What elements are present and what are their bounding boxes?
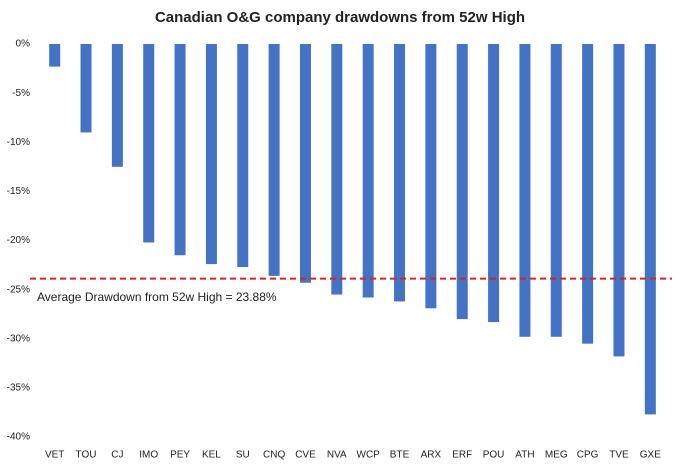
x-tick-label: PEY — [170, 450, 190, 461]
x-tick-label: TVE — [609, 450, 629, 461]
x-tick-label: CJ — [111, 450, 123, 461]
bar — [237, 44, 249, 268]
x-tick-label: CPG — [577, 450, 599, 461]
bar — [488, 44, 500, 323]
x-tick-label: MEG — [545, 450, 568, 461]
y-tick-label: -5% — [12, 88, 30, 99]
bar — [331, 44, 343, 295]
x-tick-label: VET — [45, 450, 64, 461]
bar — [519, 44, 531, 337]
bar — [394, 44, 406, 302]
bar — [362, 44, 374, 298]
bar — [174, 44, 186, 256]
bar — [80, 44, 92, 133]
x-tick-label: IMO — [139, 450, 158, 461]
x-tick-label: CNQ — [263, 450, 285, 461]
x-tick-label: TOU — [76, 450, 97, 461]
y-tick-label: -30% — [7, 333, 30, 344]
bar — [550, 44, 562, 337]
y-tick-label: 0% — [16, 39, 31, 50]
bar — [111, 44, 123, 167]
x-tick-label: GXE — [640, 450, 661, 461]
bar — [644, 44, 656, 415]
y-tick-label: -35% — [7, 383, 30, 394]
bar — [613, 44, 625, 357]
y-tick-label: -40% — [7, 432, 30, 443]
bar — [205, 44, 217, 265]
bar — [299, 44, 311, 283]
x-tick-label: ARX — [421, 450, 442, 461]
x-tick-label: ERF — [452, 450, 472, 461]
x-tick-label: POU — [483, 450, 505, 461]
bar — [582, 44, 594, 344]
y-tick-label: -20% — [7, 235, 30, 246]
x-tick-label: NVA — [327, 450, 347, 461]
chart-title: Canadian O&G company drawdowns from 52w … — [155, 9, 525, 26]
bar — [268, 44, 280, 276]
x-tick-label: BTE — [390, 450, 410, 461]
x-tick-label: ATH — [515, 450, 534, 461]
x-tick-label: CVE — [295, 450, 316, 461]
bar — [425, 44, 437, 309]
y-tick-label: -10% — [7, 137, 30, 148]
x-tick-label: SU — [236, 450, 250, 461]
y-tick-label: -25% — [7, 284, 30, 295]
y-tick-label: -15% — [7, 186, 30, 197]
bar — [49, 44, 61, 67]
x-tick-label: WCP — [357, 450, 381, 461]
average-label: Average Drawdown from 52w High = 23.88% — [37, 290, 277, 304]
x-tick-label: KEL — [202, 450, 221, 461]
bar — [143, 44, 155, 243]
bar — [456, 44, 468, 320]
